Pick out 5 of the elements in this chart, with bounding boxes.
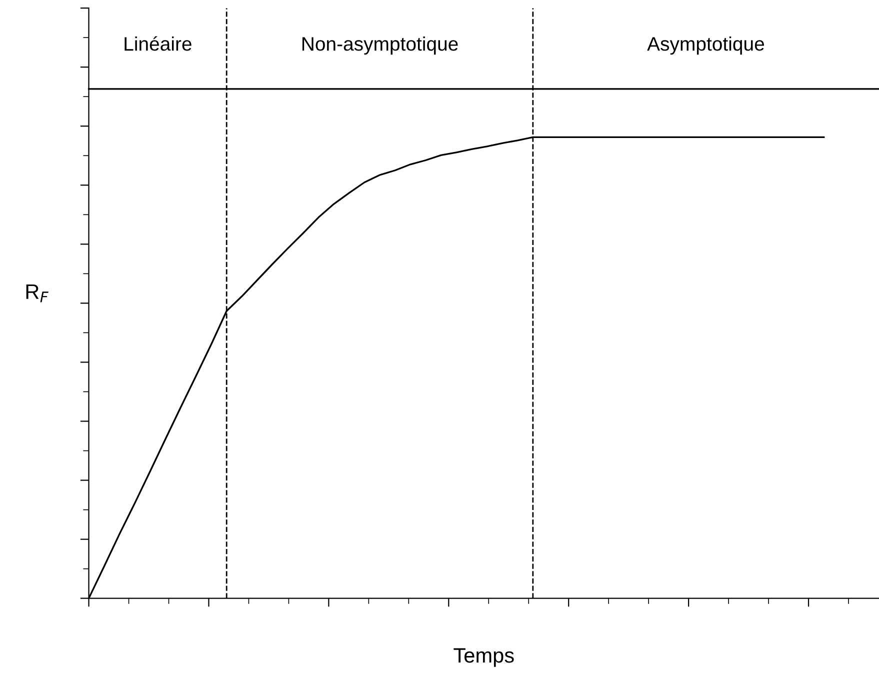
x-axis-title: Temps [454,648,514,667]
text: Asymptotique [647,36,764,55]
y-axis-title: R$_{F}$ [26,284,48,302]
text: Non-asymptotique [302,36,458,55]
text: Linéaire [124,36,192,51]
